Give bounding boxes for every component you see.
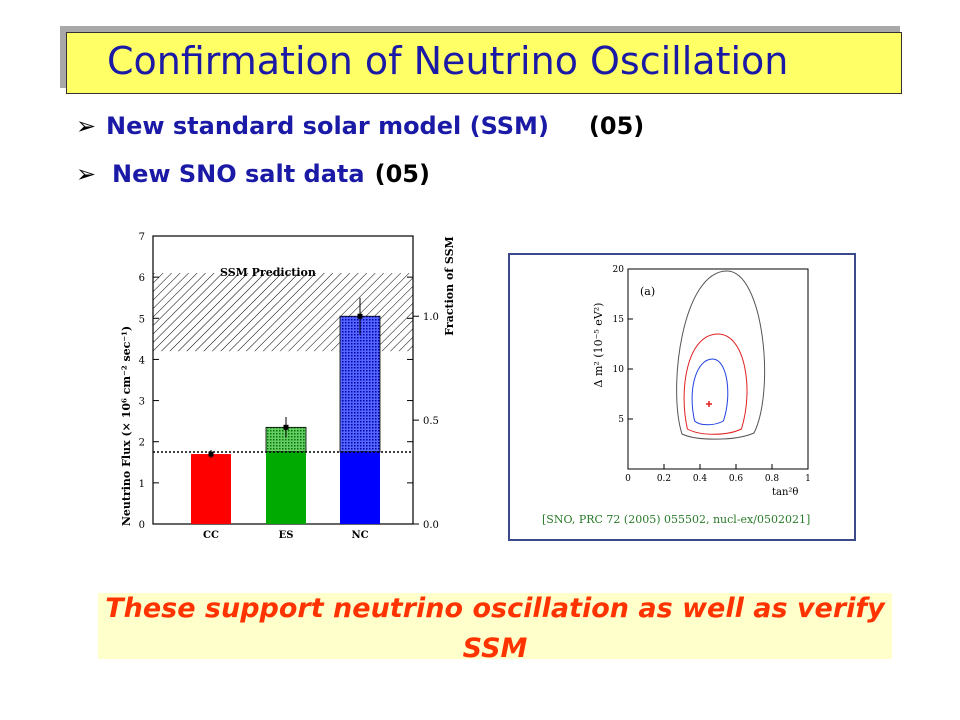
data-point bbox=[283, 424, 289, 430]
y-tick-label: 4 bbox=[139, 355, 145, 366]
y-tick-label: 3 bbox=[139, 397, 145, 408]
category-label: NC bbox=[351, 530, 368, 541]
contour-y-label: Δ m² (10⁻⁵ eV²) bbox=[592, 303, 605, 388]
bar-nc bbox=[340, 452, 380, 524]
conclusion-text: These support neutrino oscillation as we… bbox=[105, 593, 885, 664]
y-axis-label: Neutrino Flux (× 10⁶ cm⁻² sec⁻¹) bbox=[120, 326, 133, 526]
y-tick-label: 5 bbox=[139, 314, 145, 325]
bar-cc bbox=[191, 454, 231, 524]
y2-tick-label: 1.0 bbox=[423, 312, 439, 323]
y-tick-label: 10 bbox=[613, 365, 625, 375]
bullet-ssm: ➢ New standard solar model (SSM) (05) bbox=[76, 112, 644, 140]
y2-tick-label: 0.5 bbox=[423, 416, 439, 427]
slide-title: Confirmation of Neutrino Oscillation bbox=[107, 39, 789, 83]
data-point bbox=[357, 313, 363, 319]
bullet-tag: (05) bbox=[374, 160, 430, 188]
y-tick-label: 2 bbox=[139, 438, 145, 449]
conclusion-box: These support neutrino oscillation as we… bbox=[98, 593, 892, 664]
arrow-bullet-icon: ➢ bbox=[76, 112, 97, 140]
y-tick-label: 7 bbox=[139, 232, 145, 243]
bullet-main: New SNO salt data bbox=[112, 160, 365, 188]
oscillation-contour-panel: 0 0.2 0.4 0.6 0.8 1 5 10 15 20 (a) Δ m² (10⁻⁵ eV²… bbox=[508, 253, 856, 541]
y-tick-label: 0 bbox=[139, 520, 145, 531]
contour-blue bbox=[691, 358, 729, 426]
contour-x-label: tan²θ bbox=[772, 487, 798, 498]
flux-chart-svg: 0 1 2 3 4 5 6 7 0.0 0.5 1.0 CC ES NC Neutrino Flux (×… bbox=[120, 232, 456, 541]
title-banner: Confirmation of Neutrino Oscillation bbox=[66, 32, 902, 94]
bullet-tag: (05) bbox=[588, 112, 645, 140]
y2-axis-label: Fraction of SSM bbox=[443, 236, 456, 335]
category-label: ES bbox=[279, 530, 294, 541]
bar-es bbox=[266, 452, 306, 524]
arrow-bullet-icon: ➢ bbox=[76, 160, 97, 188]
x-tick-label: 0.8 bbox=[765, 474, 780, 484]
x-tick-label: 0.2 bbox=[657, 474, 671, 484]
ssm-prediction-label: SSM Prediction bbox=[220, 266, 316, 279]
contour-gray bbox=[676, 270, 766, 440]
bar-upper-nc bbox=[339, 315, 381, 453]
y-tick-label: 15 bbox=[613, 315, 625, 325]
citation: [SNO, PRC 72 (2005) 055502, nucl-ex/0502… bbox=[542, 513, 810, 526]
data-point bbox=[208, 451, 214, 457]
bullet-main: New standard solar model (SSM) bbox=[106, 112, 549, 140]
x-tick-label: 1 bbox=[805, 474, 811, 484]
y-tick-label: 6 bbox=[139, 273, 145, 284]
contour-red bbox=[683, 333, 748, 435]
flux-chart: 0 1 2 3 4 5 6 7 0.0 0.5 1.0 CC ES NC Neutrino Flux (×… bbox=[108, 226, 478, 546]
x-tick-label: 0.4 bbox=[693, 474, 708, 484]
panel-label: (a) bbox=[640, 285, 655, 298]
y2-tick-label: 0.0 bbox=[423, 520, 439, 531]
y-tick-label: 1 bbox=[139, 479, 145, 490]
x-tick-label: 0 bbox=[625, 474, 631, 484]
y-tick-label: 20 bbox=[613, 265, 625, 275]
bullet-sno: ➢ New SNO salt data (05) bbox=[76, 160, 430, 188]
category-label: CC bbox=[203, 530, 219, 541]
x-tick-label: 0.6 bbox=[729, 474, 744, 484]
y-tick-label: 5 bbox=[618, 415, 624, 425]
